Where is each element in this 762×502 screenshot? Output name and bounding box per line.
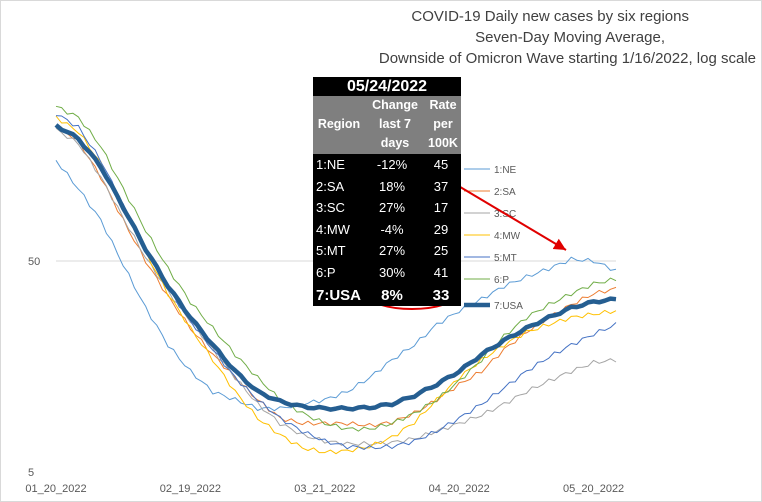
row-rate: 25 bbox=[433, 243, 449, 258]
table-header: Region Change last 7 days Rate per 100K bbox=[313, 96, 461, 154]
row-rate: 37 bbox=[433, 178, 449, 194]
row-region: 4:MW bbox=[316, 221, 350, 237]
summary-table: 05/24/2022 Region Change last 7 days Rat… bbox=[313, 77, 461, 306]
x-tick-label: 05_20_2022 bbox=[563, 483, 624, 495]
chart-title-line-3: Downside of Omicron Wave starting 1/16/2… bbox=[378, 50, 756, 67]
row-rate: 33 bbox=[432, 287, 450, 304]
y-tick-label: 50 bbox=[28, 256, 40, 268]
legend-label: 1:NE bbox=[494, 165, 517, 176]
series-line-2sa bbox=[56, 126, 617, 428]
row-change: 30% bbox=[378, 264, 406, 280]
table-date: 05/24/2022 bbox=[346, 78, 428, 95]
table-row: 2:SA 18% 37 bbox=[313, 176, 461, 198]
row-change: -12% bbox=[376, 157, 408, 172]
series-line-6p bbox=[55, 105, 617, 432]
axis-ticks: 50 5 01_20_2022 02_19_2022 03_21_2022 04_20_2… bbox=[25, 256, 624, 495]
header-change-1: Change bbox=[372, 98, 418, 112]
chart-title-line-2: Seven-Day Moving Average, bbox=[475, 29, 665, 46]
table-row: 4:MW -4% 29 bbox=[313, 219, 461, 241]
legend-label: 7:USA bbox=[494, 301, 523, 312]
header-change-2: last 7 bbox=[379, 117, 411, 131]
row-change: 18% bbox=[378, 178, 406, 194]
row-change: 27% bbox=[378, 243, 406, 258]
series-line-3sc bbox=[55, 127, 617, 446]
header-change-3: days bbox=[380, 136, 410, 150]
row-region: 1:NE bbox=[316, 157, 345, 172]
row-rate: 45 bbox=[433, 157, 449, 172]
x-tick-label: 01_20_2022 bbox=[25, 483, 86, 495]
chart-title-line-1: COVID-19 Daily new cases by six regions bbox=[411, 8, 689, 25]
legend-label: 6:P bbox=[494, 275, 509, 286]
row-change: 27% bbox=[378, 200, 406, 215]
row-region: 2:SA bbox=[316, 178, 345, 194]
series-line-7usa bbox=[54, 123, 617, 412]
legend-label: 2:SA bbox=[494, 187, 516, 198]
row-change: -4% bbox=[380, 221, 404, 237]
header-region: Region bbox=[317, 117, 361, 131]
x-tick-label: 03_21_2022 bbox=[294, 483, 355, 495]
row-region: 3:SC bbox=[316, 200, 345, 215]
row-region: 7:USA bbox=[316, 287, 362, 304]
y-tick-label: 5 bbox=[28, 467, 34, 479]
row-region: 6:P bbox=[316, 264, 336, 280]
legend-label: 4:MW bbox=[494, 231, 521, 242]
legend: 1:NE2:SA3:SC4:MW5:MT6:P7:USA bbox=[464, 165, 523, 312]
table-row: 3:SC 27% 17 bbox=[313, 197, 461, 219]
table-row-usa: 7:USA 8% 33 bbox=[313, 283, 461, 309]
table-row: 1:NE -12% 45 bbox=[313, 154, 461, 176]
x-tick-label: 02_19_2022 bbox=[160, 483, 221, 495]
header-rate-3: 100K bbox=[428, 136, 458, 150]
series-lines bbox=[54, 105, 617, 455]
row-rate: 29 bbox=[433, 221, 449, 237]
row-region: 5:MT bbox=[316, 243, 346, 258]
table-row: 5:MT 27% 25 bbox=[313, 240, 461, 262]
series-line-1ne bbox=[55, 160, 617, 412]
header-rate-1: Rate bbox=[429, 98, 457, 112]
legend-label: 5:MT bbox=[494, 253, 517, 264]
row-rate: 41 bbox=[433, 264, 449, 280]
header-rate-2: per bbox=[433, 117, 453, 131]
row-change: 8% bbox=[381, 287, 403, 304]
series-line-4mw bbox=[55, 115, 617, 455]
table-row: 6:P 30% 41 bbox=[313, 262, 461, 284]
row-rate: 17 bbox=[433, 200, 449, 215]
x-tick-label: 04_20_2022 bbox=[429, 483, 490, 495]
